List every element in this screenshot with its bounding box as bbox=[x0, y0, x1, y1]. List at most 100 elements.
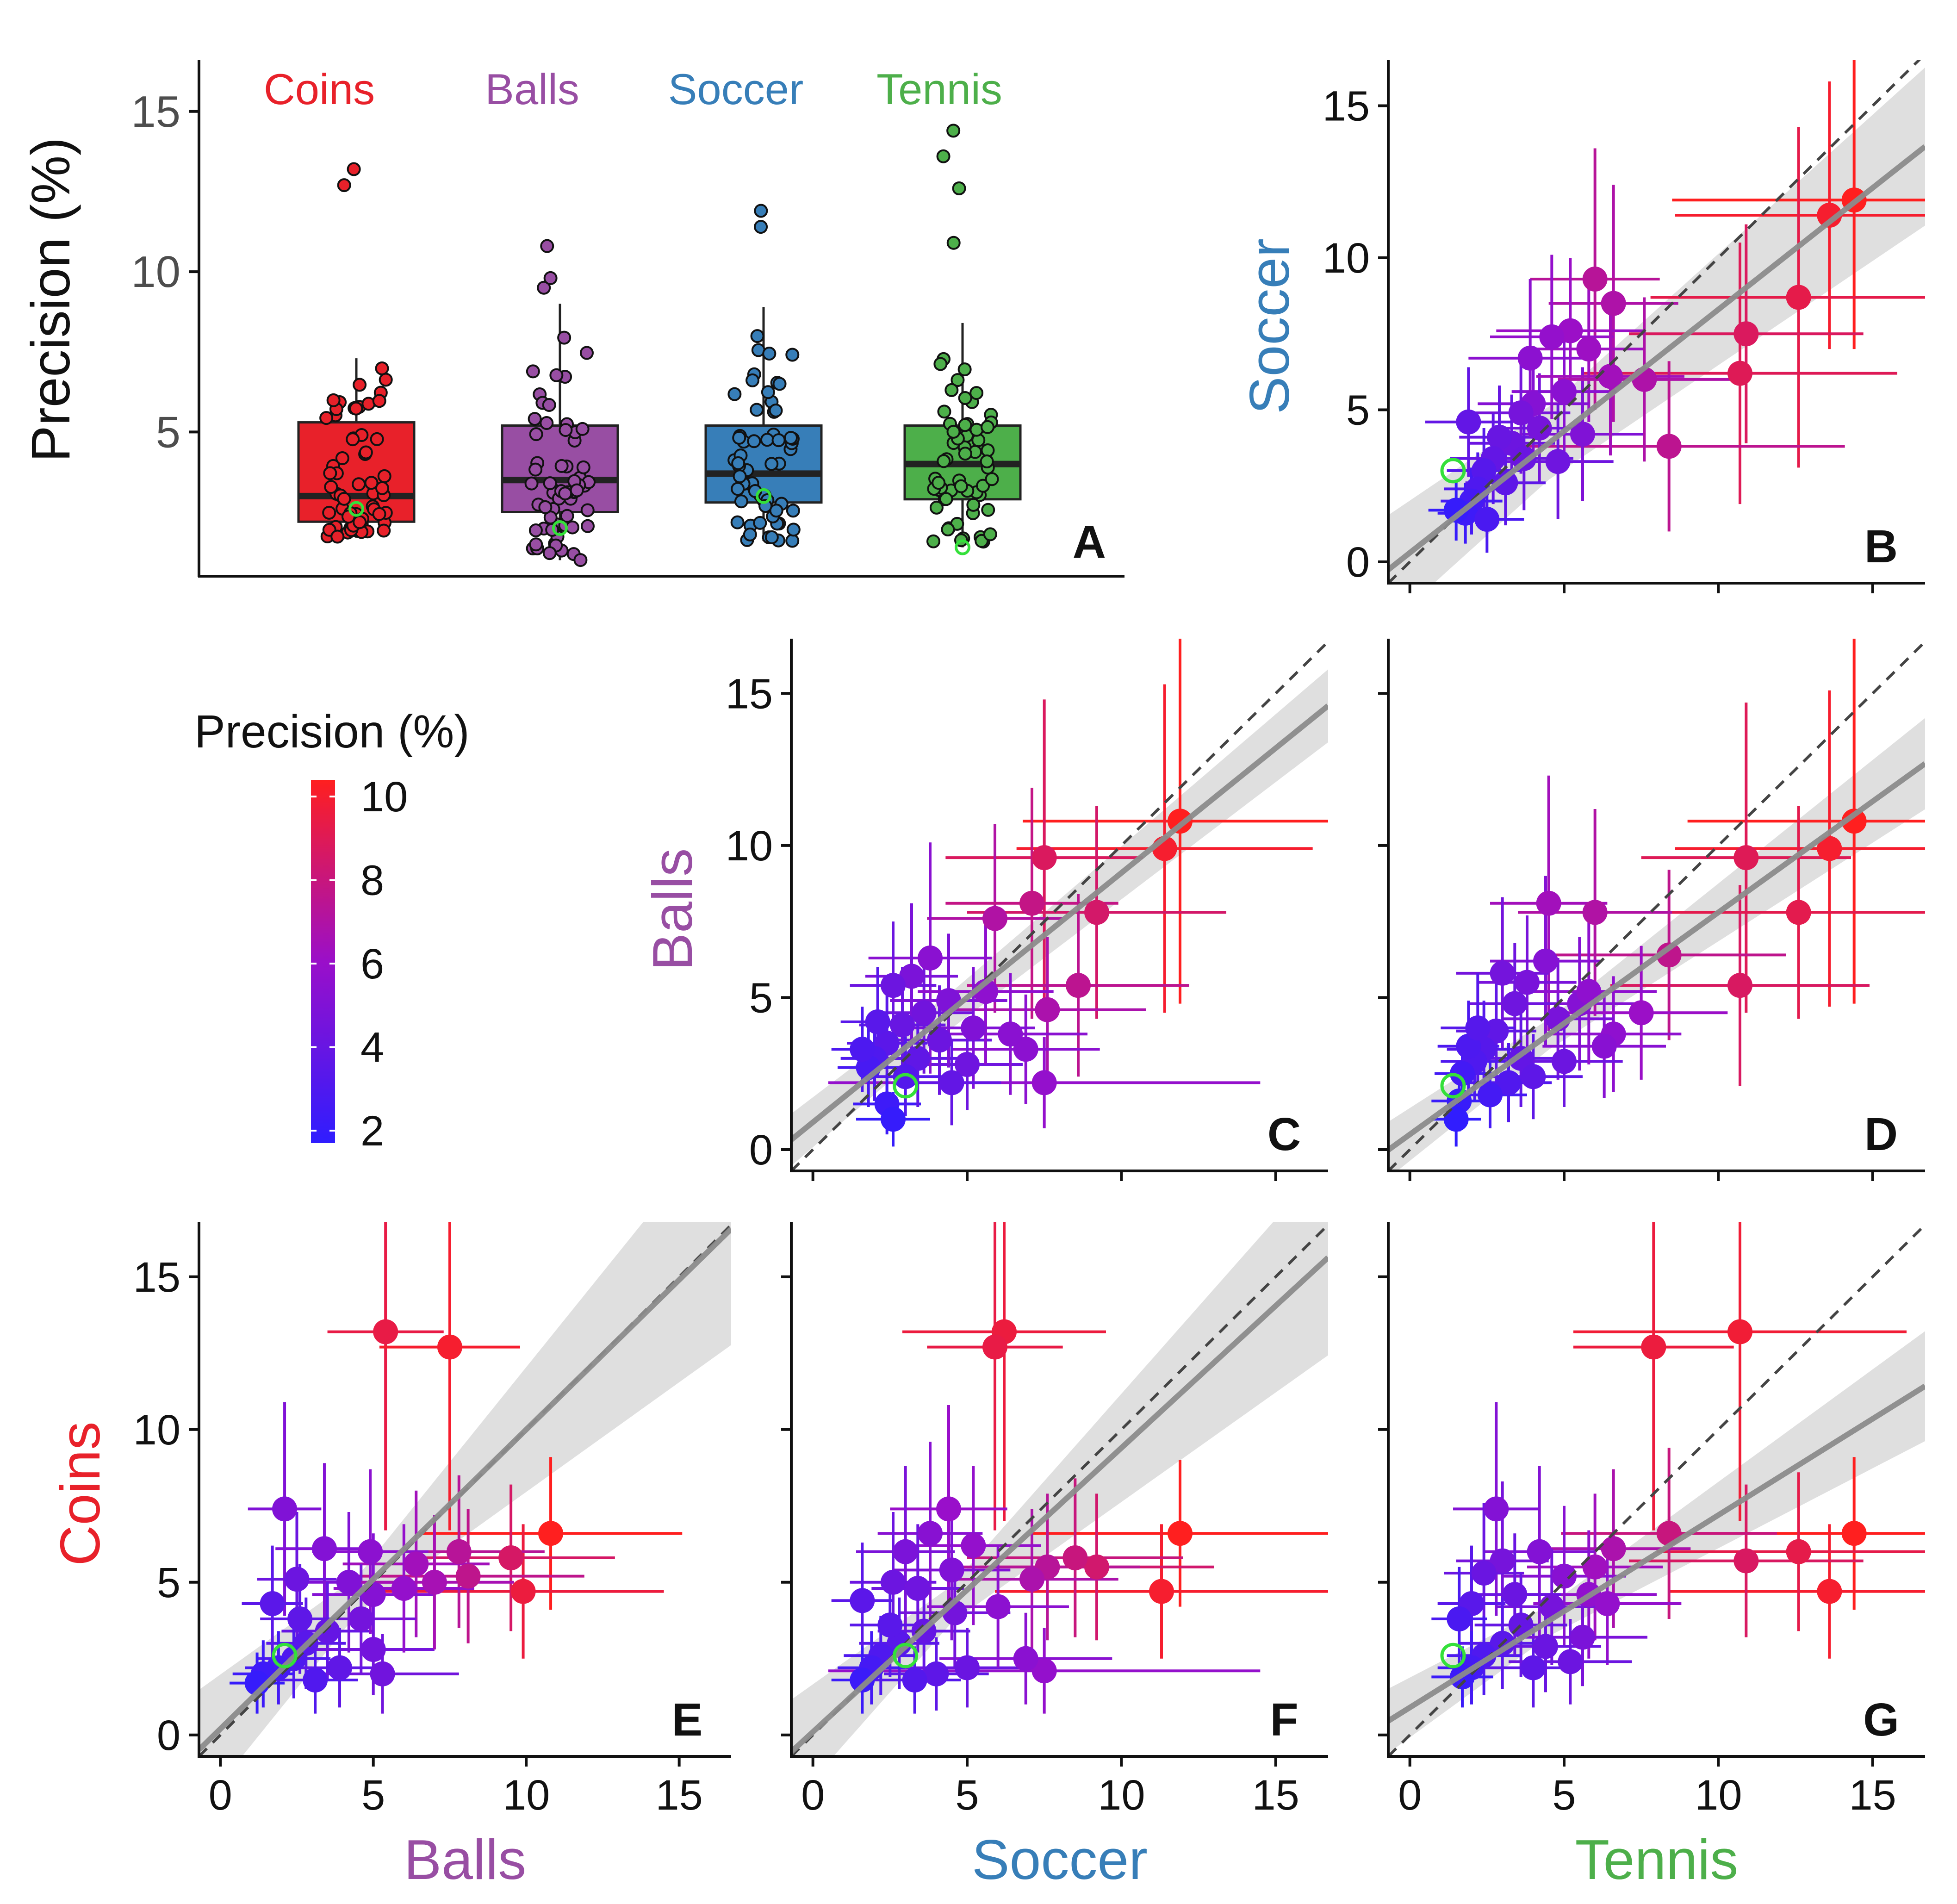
identity-line bbox=[1388, 1224, 1925, 1756]
data-point bbox=[899, 964, 924, 989]
data-point bbox=[926, 534, 940, 548]
panel-label: D bbox=[1864, 1108, 1898, 1160]
data-point bbox=[769, 404, 783, 418]
data-point bbox=[1733, 321, 1759, 347]
y-tick-label: 10 bbox=[131, 247, 180, 297]
data-point bbox=[881, 1569, 906, 1595]
y-tick-label: 5 bbox=[157, 1559, 180, 1606]
data-point bbox=[893, 1539, 918, 1564]
data-point bbox=[341, 510, 355, 524]
y-axis-label: Precision (%) bbox=[20, 137, 81, 462]
data-point bbox=[1786, 900, 1811, 925]
data-point bbox=[1019, 1567, 1044, 1592]
data-point bbox=[287, 1606, 313, 1631]
data-point bbox=[573, 553, 588, 567]
data-point bbox=[1465, 1015, 1491, 1041]
data-point bbox=[373, 1319, 398, 1344]
data-point bbox=[528, 412, 542, 426]
data-point bbox=[1582, 900, 1608, 925]
plot-area bbox=[1388, 639, 1925, 1171]
x-tick-label: 5 bbox=[955, 1772, 979, 1819]
data-point bbox=[549, 368, 564, 382]
data-point bbox=[1456, 409, 1481, 435]
data-point bbox=[983, 527, 997, 541]
data-point bbox=[958, 447, 972, 461]
data-point bbox=[524, 476, 539, 491]
data-point bbox=[358, 1539, 383, 1564]
data-point bbox=[1517, 345, 1543, 371]
data-point bbox=[1474, 507, 1500, 532]
x-tick-label: 0 bbox=[1398, 1772, 1422, 1819]
data-point bbox=[1149, 1579, 1174, 1604]
data-point bbox=[1598, 364, 1623, 389]
panel-c: 0 5 10 15 C Balls bbox=[641, 639, 1328, 1181]
data-point bbox=[1527, 1539, 1552, 1564]
data-point bbox=[510, 1579, 536, 1604]
y-tick-label: 15 bbox=[133, 1254, 180, 1301]
data-point bbox=[303, 1668, 328, 1692]
data-point bbox=[353, 378, 367, 392]
data-point bbox=[335, 451, 349, 466]
data-point bbox=[446, 1539, 472, 1564]
data-point bbox=[881, 973, 906, 998]
data-point bbox=[1545, 449, 1571, 474]
data-point bbox=[733, 469, 747, 484]
data-point bbox=[1031, 1070, 1057, 1095]
data-point bbox=[929, 500, 944, 515]
data-point bbox=[349, 401, 363, 416]
data-point bbox=[936, 1496, 961, 1522]
data-point bbox=[1582, 1554, 1608, 1580]
y-tick-label: 5 bbox=[1346, 387, 1370, 434]
data-point bbox=[557, 330, 572, 345]
data-point bbox=[918, 946, 943, 971]
data-point bbox=[958, 391, 972, 405]
data-point bbox=[370, 432, 384, 446]
data-point bbox=[786, 523, 801, 537]
panel-b: 0 5 10 15 B Soccer bbox=[1238, 60, 1925, 593]
data-point bbox=[455, 1563, 481, 1589]
data-point bbox=[1493, 470, 1518, 496]
x-tick-label: 5 bbox=[361, 1772, 385, 1819]
data-point bbox=[1841, 1521, 1867, 1546]
data-point bbox=[1656, 434, 1682, 459]
data-point bbox=[1502, 1582, 1528, 1607]
data-point bbox=[933, 357, 948, 371]
highlight-point bbox=[955, 539, 970, 555]
data-point bbox=[558, 486, 572, 501]
data-point bbox=[348, 1606, 374, 1631]
data-point bbox=[1552, 1563, 1577, 1589]
data-point bbox=[323, 466, 337, 480]
data-point bbox=[958, 418, 972, 432]
y-tick-label: 15 bbox=[726, 670, 773, 717]
data-point bbox=[1013, 1037, 1038, 1062]
data-point bbox=[981, 420, 995, 434]
x-tick-label: 10 bbox=[1098, 1772, 1145, 1819]
data-point bbox=[1168, 1521, 1193, 1546]
data-point bbox=[1601, 1536, 1626, 1562]
data-point bbox=[375, 361, 389, 375]
data-point bbox=[902, 1668, 927, 1692]
data-point bbox=[542, 546, 557, 560]
data-point bbox=[528, 523, 543, 538]
data-point bbox=[753, 516, 767, 530]
y-tick-label: 0 bbox=[157, 1712, 180, 1759]
outlier-point bbox=[347, 162, 361, 176]
confidence-band bbox=[1388, 1331, 1925, 1754]
data-point bbox=[1595, 1591, 1620, 1616]
data-point bbox=[372, 507, 386, 521]
data-point bbox=[576, 460, 590, 474]
data-point bbox=[743, 527, 757, 541]
data-point bbox=[727, 387, 742, 401]
x-tick-label: 15 bbox=[1849, 1772, 1896, 1819]
y-tick-label: 0 bbox=[1346, 539, 1370, 586]
data-point bbox=[1443, 1107, 1469, 1132]
outlier-point bbox=[337, 178, 351, 193]
highlight-point bbox=[756, 488, 771, 504]
data-point bbox=[1576, 336, 1602, 362]
data-point bbox=[322, 505, 336, 520]
data-point bbox=[918, 1521, 943, 1546]
data-point bbox=[315, 1618, 340, 1644]
x-axis-label: Soccer bbox=[972, 1828, 1148, 1891]
outlier-point bbox=[952, 181, 966, 196]
